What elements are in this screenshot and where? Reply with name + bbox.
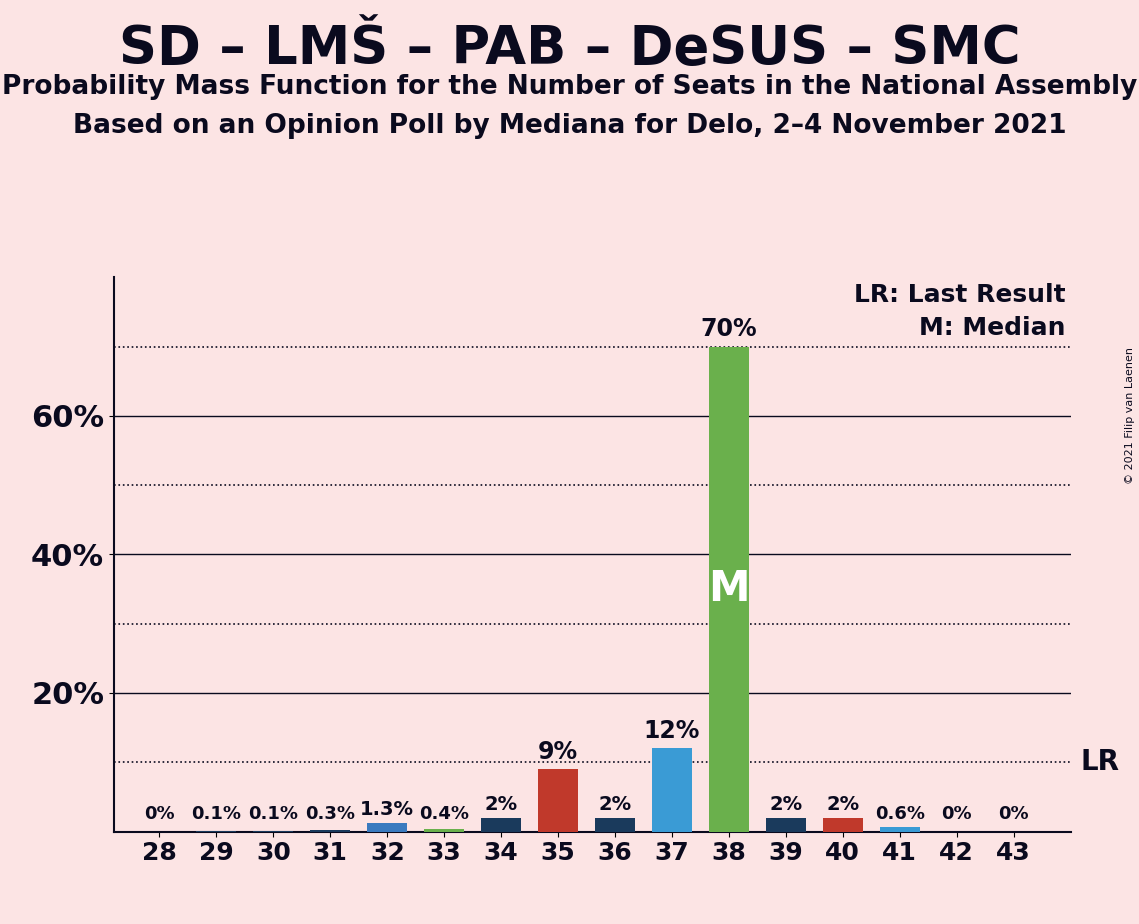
- Bar: [710, 346, 749, 832]
- Bar: [539, 769, 577, 832]
- Text: 0%: 0%: [942, 806, 972, 823]
- Text: LR: Last Result: LR: Last Result: [854, 283, 1066, 307]
- Text: Probability Mass Function for the Number of Seats in the National Assembly: Probability Mass Function for the Number…: [2, 74, 1137, 100]
- Text: © 2021 Filip van Laenen: © 2021 Filip van Laenen: [1125, 347, 1134, 484]
- Text: 2%: 2%: [598, 796, 632, 814]
- Text: 12%: 12%: [644, 719, 700, 743]
- Text: SD – LMŠ – PAB – DeSUS – SMC: SD – LMŠ – PAB – DeSUS – SMC: [118, 23, 1021, 75]
- Text: 2%: 2%: [826, 796, 860, 814]
- Text: 0.3%: 0.3%: [305, 806, 355, 823]
- Bar: [652, 748, 691, 832]
- Text: 1.3%: 1.3%: [360, 800, 415, 819]
- Text: 0.1%: 0.1%: [191, 806, 241, 823]
- Text: M: Median: M: Median: [919, 316, 1066, 340]
- Bar: [823, 818, 863, 832]
- Text: 0.1%: 0.1%: [248, 806, 298, 823]
- Bar: [311, 830, 351, 832]
- Text: 2%: 2%: [769, 796, 803, 814]
- Bar: [368, 822, 407, 832]
- Text: 0.6%: 0.6%: [875, 806, 925, 823]
- Bar: [482, 818, 521, 832]
- Text: LR: LR: [1080, 748, 1120, 776]
- Bar: [880, 828, 919, 832]
- Text: M: M: [708, 568, 749, 610]
- Text: 9%: 9%: [538, 740, 579, 763]
- Bar: [765, 818, 805, 832]
- Text: 70%: 70%: [700, 317, 757, 341]
- Bar: [596, 818, 634, 832]
- Text: 0%: 0%: [999, 806, 1029, 823]
- Text: Based on an Opinion Poll by Mediana for Delo, 2–4 November 2021: Based on an Opinion Poll by Mediana for …: [73, 113, 1066, 139]
- Bar: [425, 829, 464, 832]
- Text: 0.4%: 0.4%: [419, 806, 469, 823]
- Text: 0%: 0%: [145, 806, 174, 823]
- Text: 2%: 2%: [484, 796, 518, 814]
